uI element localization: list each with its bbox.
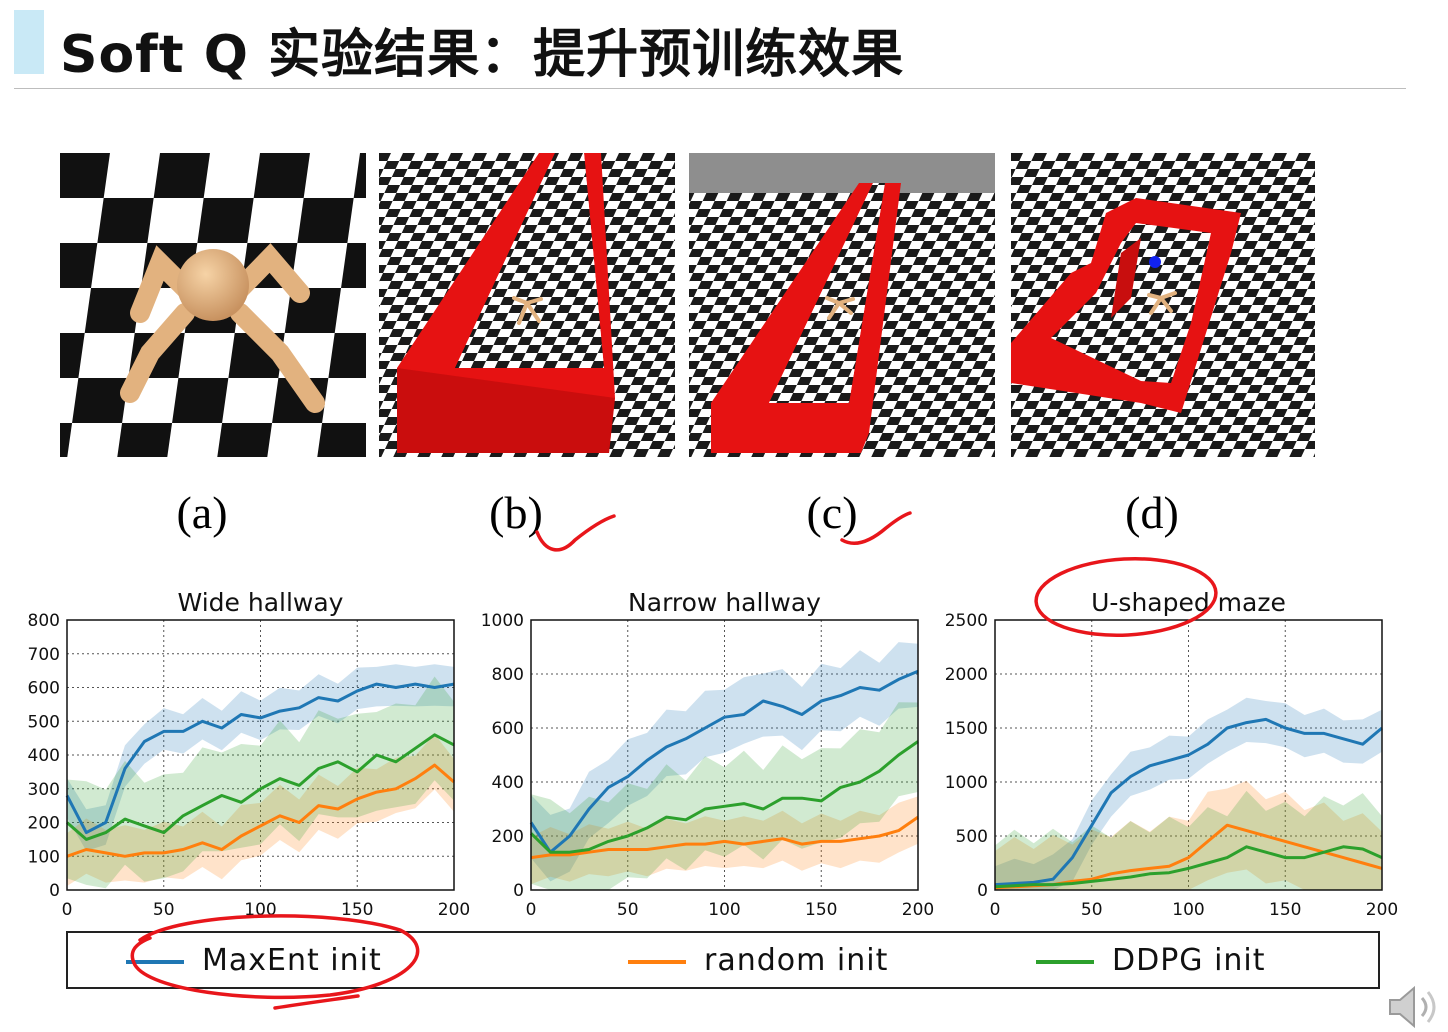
chart-1-xtick-label: 50 xyxy=(153,900,175,920)
chart-3-line-maxent xyxy=(994,717,1383,887)
chart-3-ytick-label: 2000 xyxy=(945,665,988,685)
panel-b-label: (b) xyxy=(489,487,543,538)
chart-1-line-maxent xyxy=(65,682,455,835)
panel-c-narrow-hallway xyxy=(689,153,995,457)
title-accent-bar xyxy=(14,10,44,74)
chart-1-ytick-label: 700 xyxy=(28,645,60,665)
chart-3-band-ddpg xyxy=(995,790,1382,890)
chart-3-ytick-label: 1500 xyxy=(945,719,988,739)
chart-1-ytick-label: 500 xyxy=(28,712,60,732)
chart-1-line-random xyxy=(66,763,455,858)
title-divider xyxy=(14,88,1406,89)
speaker-icon[interactable] xyxy=(1386,984,1446,1030)
chart-1-ytick-label: 800 xyxy=(28,611,60,631)
panel-a-label: (a) xyxy=(176,487,228,538)
chart-2-line-ddpg xyxy=(529,740,919,854)
chart-3-line-ddpg xyxy=(994,845,1383,889)
chart-2-line-random xyxy=(530,815,919,860)
chart-2-title: Narrow hallway xyxy=(628,588,821,617)
chart-3-ytick-label: 500 xyxy=(956,827,988,847)
chart-legend: MaxEnt init random init DDPG init xyxy=(66,931,1380,989)
chart-3-xtick-label: 150 xyxy=(1269,900,1301,920)
chart-3-xtick-label: 50 xyxy=(1081,900,1103,920)
chart-1-band-ddpg xyxy=(67,676,454,889)
chart-1-ytick-label: 300 xyxy=(28,780,60,800)
chart-3-xtick-label: 200 xyxy=(1366,900,1398,920)
legend-swatch-random xyxy=(628,960,686,964)
chart-3-ytick-label: 1000 xyxy=(945,773,988,793)
legend-swatch-maxent xyxy=(126,960,184,964)
chart-1-ytick-label: 400 xyxy=(28,746,60,766)
chart-3-ytick-label: 2500 xyxy=(945,611,988,631)
chart-2-ytick-label: 800 xyxy=(492,665,524,685)
chart-2-ytick-label: 1000 xyxy=(481,611,524,631)
legend-label-ddpg: DDPG init xyxy=(1112,943,1266,978)
chart-1-xtick-label: 150 xyxy=(341,900,373,920)
chart-2-ytick-label: 400 xyxy=(492,773,524,793)
panel-a-ant-robot xyxy=(60,153,366,457)
panel-b-wide-hallway xyxy=(379,153,675,457)
chart-2-xtick-label: 100 xyxy=(708,900,740,920)
chart-2-band-ddpg xyxy=(531,702,918,890)
chart-1-ytick-label: 0 xyxy=(49,881,60,901)
chart-3-ytick-label: 0 xyxy=(977,881,988,901)
chart-3-xtick-label: 100 xyxy=(1172,900,1204,920)
panel-d-label: (d) xyxy=(1125,487,1179,538)
chart-2-ytick-label: 600 xyxy=(492,719,524,739)
chart-1-ytick-label: 200 xyxy=(28,814,60,834)
chart-3-title: U-shaped maze xyxy=(1091,588,1286,617)
legend-swatch-ddpg xyxy=(1036,960,1094,964)
chart-1-ytick-label: 600 xyxy=(28,679,60,699)
chart-1-xtick-label: 0 xyxy=(62,900,73,920)
slide-title: Soft Q 实验结果：提升预训练效果 xyxy=(60,25,905,85)
chart-2-xtick-label: 200 xyxy=(902,900,934,920)
chart-2-xtick-label: 0 xyxy=(526,900,537,920)
chart-1-title: Wide hallway xyxy=(178,588,344,617)
chart-3-band-maxent xyxy=(995,697,1382,890)
chart-1-frame xyxy=(66,619,455,891)
chart-2-frame xyxy=(530,619,919,891)
chart-2-xtick-label: 150 xyxy=(805,900,837,920)
chart-1-xtick-label: 200 xyxy=(438,900,470,920)
chart-1-line-ddpg xyxy=(66,733,455,841)
chart-1-ytick-label: 100 xyxy=(28,847,60,867)
chart-3-xtick-label: 0 xyxy=(990,900,1001,920)
legend-label-random: random init xyxy=(704,943,889,978)
chart-3-band-random xyxy=(995,780,1382,890)
chart-1-xtick-label: 100 xyxy=(244,900,276,920)
chart-2-line-maxent xyxy=(529,669,919,854)
chart-1-band-maxent xyxy=(67,664,454,851)
panel-d-u-shaped-maze xyxy=(1011,153,1315,457)
chart-2-ytick-label: 0 xyxy=(513,881,524,901)
legend-label-maxent: MaxEnt init xyxy=(202,943,382,978)
chart-2-ytick-label: 200 xyxy=(492,827,524,847)
chart-2-xtick-label: 50 xyxy=(617,900,639,920)
